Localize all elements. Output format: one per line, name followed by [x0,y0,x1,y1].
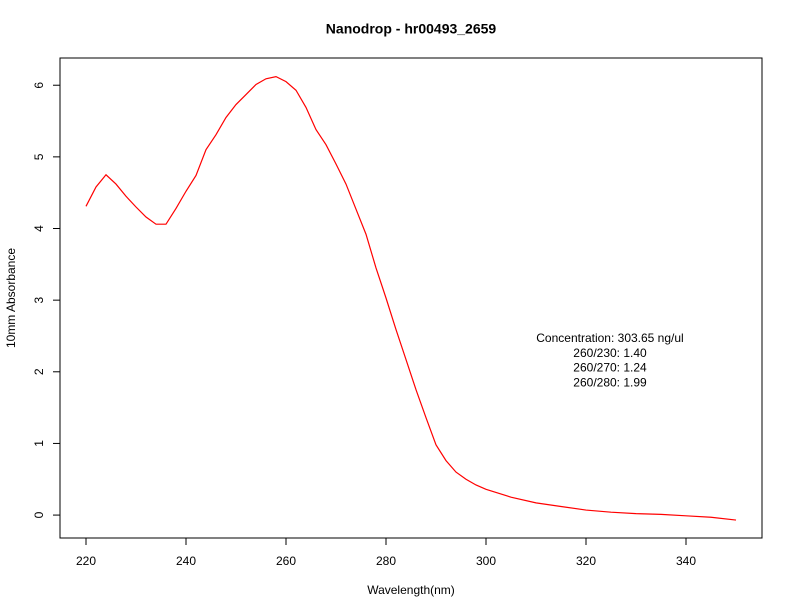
y-tick-label: 3 [32,296,46,303]
x-tick-label: 260 [276,554,296,568]
y-tick-label: 2 [32,368,46,375]
y-tick-label: 5 [32,153,46,160]
annotation: Concentration: 303.65 ng/ul [536,331,683,345]
y-tick-label: 1 [32,440,46,447]
annotation: 260/270: 1.24 [573,361,647,375]
annotation: 260/230: 1.40 [573,346,647,360]
x-axis-label: Wavelength(nm) [367,583,455,597]
x-tick-label: 280 [376,554,396,568]
x-tick-label: 240 [176,554,196,568]
y-tick-label: 0 [32,511,46,518]
chart-title: Nanodrop - hr00493_2659 [326,21,497,37]
annotation: 260/280: 1.99 [573,375,647,389]
data-line [85,75,737,521]
y-tick-label: 6 [32,82,46,89]
plot-frame [59,57,763,539]
x-tick-label: 220 [76,554,96,568]
y-axis-label: 10mm Absorbance [4,248,18,348]
x-tick-label: 340 [676,554,696,568]
x-tick-label: 300 [476,554,496,568]
y-tick-label: 4 [32,225,46,232]
x-tick-label: 320 [576,554,596,568]
